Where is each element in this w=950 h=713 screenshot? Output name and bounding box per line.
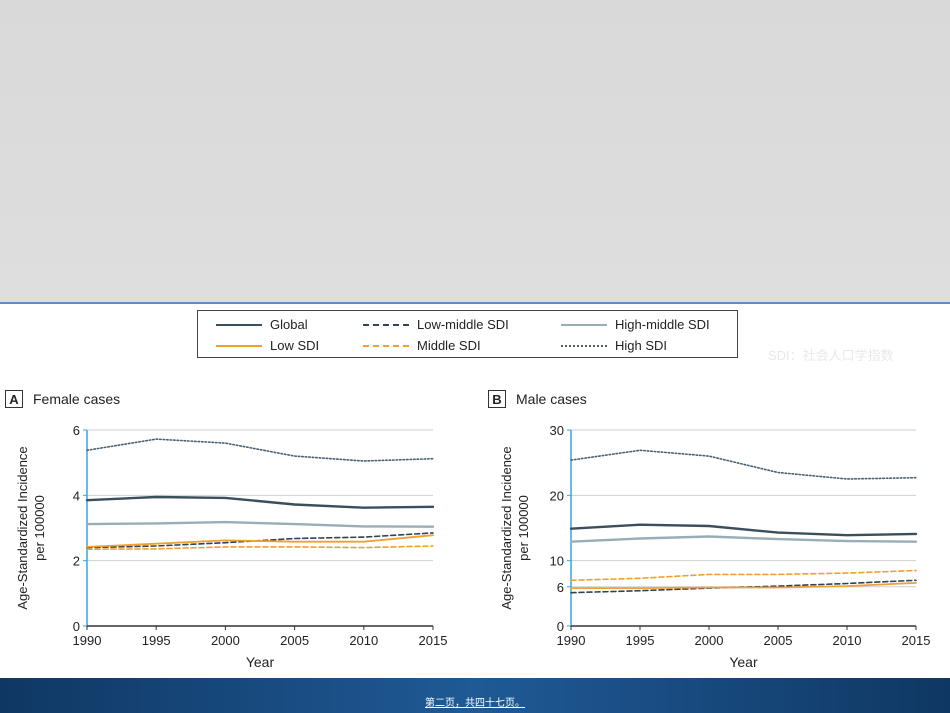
panel-a-y-axis-label-line2: per 100000 [32,495,47,561]
legend-low-middle: Low-middle SDI [363,317,509,332]
panel-b-series-global [569,523,918,537]
legend-low: Low SDI [216,338,319,353]
panel-a-y-axis-label: Age-Standardized Incidence per 100000 [15,446,47,609]
panel-a-title: A Female cases [5,390,120,408]
panel-b-x-tick-label: 1990 [557,633,586,648]
panel-a-y-tick-label: 2 [73,554,80,569]
legend-swatch-global [216,323,262,326]
chart-legend: Global Low-middle SDI High-middle SDI Lo… [197,310,738,358]
panel-b-x-tick-label: 2005 [764,633,793,648]
legend-label-middle: Middle SDI [417,338,481,353]
panel-a-y-tick-label: 4 [73,488,80,503]
panel-b-series-high-middle [569,535,918,543]
panel-b-x-tick-label: 2010 [833,633,862,648]
panel-a-series-low [86,534,434,548]
legend-high-middle: High-middle SDI [561,317,710,332]
panel-b-y-axis-label-line1: Age-Standardized Incidence [499,446,514,609]
legend-swatch-low-middle [363,323,409,326]
panel-b-y-axis-label: Age-Standardized Incidence per 100000 [499,446,531,609]
panel-b-series-high [570,449,917,480]
panel-b-x-tick-label: 2000 [695,633,724,648]
panel-a-series-global [85,495,435,509]
panel-a-series-high-middle [85,520,435,528]
legend-high: High SDI [561,338,667,353]
panel-a-title-text: Female cases [33,391,121,407]
panel-a-x-tick-label: 2005 [280,633,309,648]
title-band [0,0,950,302]
panel-a-x-tick-label: 2000 [211,633,240,648]
panel-a-series-high [86,438,434,462]
panel-a-x-tick-label: 1995 [142,633,171,648]
panel-b-y-tick-label: 0 [557,619,564,634]
panel-b-y-axis-label-line2: per 100000 [516,495,531,561]
legend-label-low: Low SDI [270,338,320,353]
panel-b-x-axis-label: Year [729,654,758,670]
panel-a-x-tick-label: 2010 [349,633,378,648]
panel-a-y-tick-label: 0 [73,619,80,634]
panel-b-y-tick-label: 6 [557,580,564,595]
panel-b-y-tick-label: 20 [550,488,564,503]
panel-a-x-tick-label: 1990 [73,633,102,648]
panel-a-letter: A [5,390,23,408]
panel-a-x-tick-label: 2015 [419,633,448,648]
panel-a-series-middle [86,545,434,551]
panel-b-y-tick-label: 30 [550,423,564,438]
panel-b-series-low [570,582,917,589]
legend-swatch-high-middle [561,323,607,326]
panel-b-x-tick-label: 2015 [902,633,931,648]
legend-swatch-middle [363,344,409,347]
panel-b-y-tick-label: 10 [550,554,564,569]
legend-label-high: High SDI [615,338,668,353]
legend-label-high-middle: High-middle SDI [615,317,710,332]
panel-b-x-tick-label: 1995 [626,633,655,648]
panel-b-title: B Male cases [488,390,587,408]
legend-global: Global [216,317,308,332]
panel-b-letter: B [488,390,506,408]
legend-label-global: Global [270,317,308,332]
panel-a-y-tick-label: 6 [73,423,80,438]
page-footer: 第二页，共四十七页。 [425,698,525,709]
title-divider [0,302,950,304]
panel-a-y-axis-label-line1: Age-Standardized Incidence [15,446,30,609]
legend-swatch-low [216,344,262,347]
legend-label-low-middle: Low-middle SDI [417,317,509,332]
sdi-footnote: SDI：社会人口学指数 [768,348,894,363]
footer-bar [0,678,950,713]
panel-a-x-axis-label: Year [246,654,275,670]
legend-swatch-high [561,344,607,347]
panel-b-title-text: Male cases [516,391,587,407]
legend-middle: Middle SDI [363,338,481,353]
panel-b-series-middle [570,569,917,582]
